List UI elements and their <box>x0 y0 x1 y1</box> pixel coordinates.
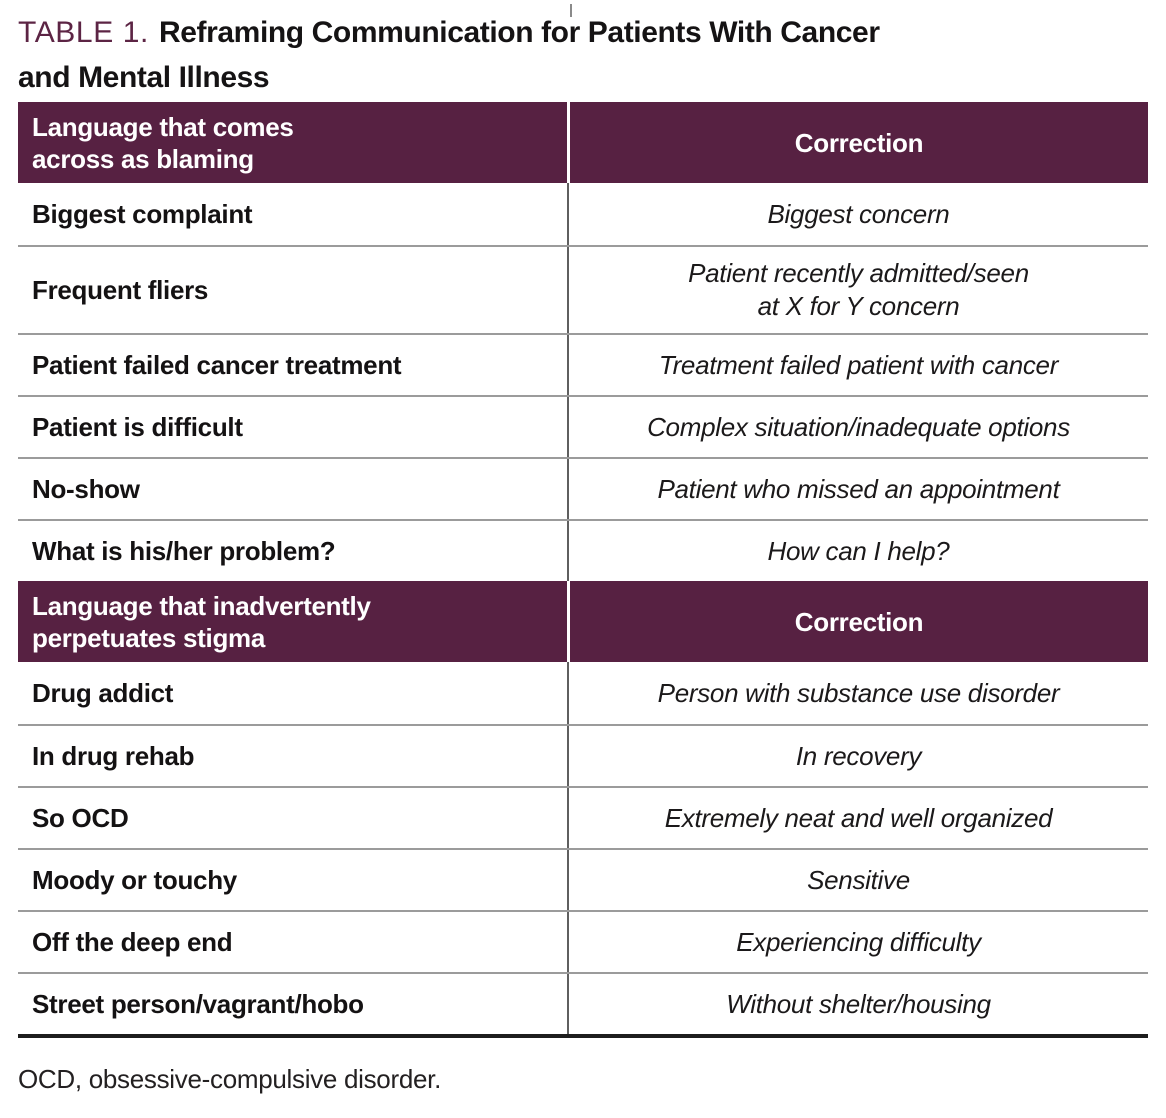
correction-cell: Person with substance use disorder <box>567 662 1148 724</box>
correction-cell: Patient who missed an appointment <box>567 459 1148 519</box>
table-footnote: OCD, obsessive-compulsive disorder. <box>18 1064 441 1094</box>
term-cell: In drug rehab <box>32 740 195 771</box>
table-row: Drug addict Person with substance use di… <box>18 662 1148 724</box>
table-row: Off the deep end Experiencing difficulty <box>18 910 1148 972</box>
table-row: So OCD Extremely neat and well organized <box>18 786 1148 848</box>
correction-cell: Biggest concern <box>567 183 1148 245</box>
table-title-line2: and Mental Illness <box>18 61 270 94</box>
section-header-blaming: Language that comes across as blaming Co… <box>18 102 1148 183</box>
table-row: Biggest complaint Biggest concern <box>18 183 1148 245</box>
stray-tick-mark <box>570 4 572 17</box>
correction-cell: Without shelter/housing <box>567 974 1148 1034</box>
section-stigma-rows: Drug addict Person with substance use di… <box>18 662 1148 1034</box>
correction-cell: Complex situation/inadequate options <box>567 397 1148 457</box>
term-cell: What is his/her problem? <box>32 535 336 566</box>
table-title-line1: TABLE 1. Reframing Communication for Pati… <box>18 10 1146 55</box>
term-cell: Biggest complaint <box>32 198 253 229</box>
correction-cell: Patient recently admitted/seen at X for … <box>567 247 1148 333</box>
header-correction-label: Correction <box>567 102 1148 183</box>
term-cell: Patient is difficult <box>32 411 243 442</box>
term-cell: Patient failed cancer treatment <box>32 349 402 380</box>
correction-cell: Experiencing difficulty <box>567 912 1148 972</box>
table-title: TABLE 1. Reframing Communication for Pati… <box>0 0 1166 100</box>
header-correction-label: Correction <box>567 581 1148 662</box>
term-cell: Off the deep end <box>32 926 233 957</box>
term-cell: Frequent fliers <box>32 274 209 305</box>
table-row: Patient failed cancer treatment Treatmen… <box>18 333 1148 395</box>
table-row: Moody or touchy Sensitive <box>18 848 1148 910</box>
reframing-table: Language that comes across as blaming Co… <box>18 102 1148 1038</box>
table-row: Patient is difficult Complex situation/i… <box>18 395 1148 457</box>
correction-cell: Treatment failed patient with cancer <box>567 335 1148 395</box>
term-cell: Street person/vagrant/hobo <box>32 988 364 1019</box>
correction-cell: Sensitive <box>567 850 1148 910</box>
term-cell: So OCD <box>32 802 129 833</box>
correction-cell: In recovery <box>567 726 1148 786</box>
table-title-text: Reframing Communication for Patients Wit… <box>158 16 880 49</box>
table-number-label: TABLE 1. <box>18 16 149 49</box>
section-blaming-rows: Biggest complaint Biggest concern Freque… <box>18 183 1148 581</box>
table-row: Frequent fliers Patient recently admitte… <box>18 245 1148 333</box>
table-row: What is his/her problem? How can I help? <box>18 519 1148 581</box>
term-cell: Drug addict <box>32 677 174 708</box>
table-row: No-show Patient who missed an appointmen… <box>18 457 1148 519</box>
term-cell: Moody or touchy <box>32 864 237 895</box>
correction-cell: How can I help? <box>567 521 1148 581</box>
section-header-stigma: Language that inadvertently perpetuates … <box>18 581 1148 662</box>
term-cell: No-show <box>32 473 140 504</box>
table-row: In drug rehab In recovery <box>18 724 1148 786</box>
correction-cell: Extremely neat and well organized <box>567 788 1148 848</box>
table-row: Street person/vagrant/hobo Without shelt… <box>18 972 1148 1034</box>
header-stigma-label: Language that inadvertently perpetuates … <box>32 590 371 653</box>
header-blaming-label: Language that comes across as blaming <box>32 111 294 174</box>
